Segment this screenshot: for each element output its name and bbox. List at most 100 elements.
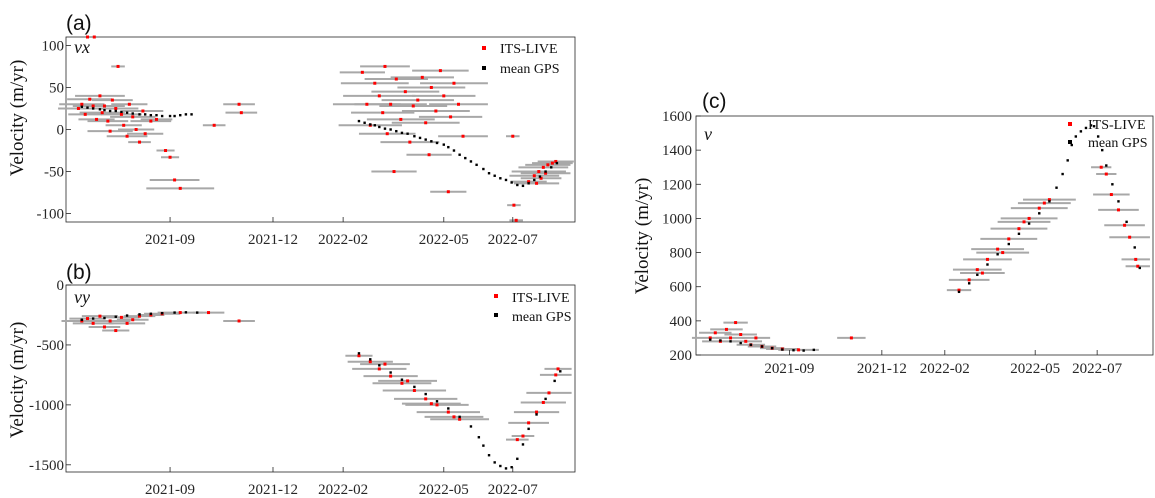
gps-point [516, 457, 519, 461]
gps-point [1017, 232, 1021, 235]
itslive-point [1134, 257, 1138, 261]
gps-point [138, 113, 141, 116]
gps-point [184, 113, 188, 116]
gps-point [1084, 126, 1088, 130]
gps-point [521, 184, 525, 188]
gps-point [986, 263, 989, 266]
x-tick-label: 2021-09 [764, 361, 814, 377]
gps-point [719, 339, 722, 342]
itslive-point [729, 336, 733, 340]
gps-point [196, 311, 199, 314]
gps-point [1133, 246, 1136, 249]
itslive-point [1027, 216, 1031, 220]
itslive-point [1047, 198, 1051, 202]
gps-point [143, 113, 147, 116]
gps-point [173, 114, 176, 118]
gps-point [383, 127, 387, 130]
itslive-point [438, 69, 442, 73]
y-tick-label: 0 [57, 123, 65, 139]
itslive-point [385, 132, 389, 136]
gps-point [435, 400, 439, 403]
panel-c-ylabel: Velocity (m/yr) [632, 178, 653, 295]
gps-point [533, 178, 536, 182]
y-tick-label: -1000 [29, 398, 64, 414]
panel-c-y-ticks: 1600 1400 1200 1000 800 600 400 200 [662, 109, 701, 364]
itslive-point [399, 117, 403, 121]
itslive-point [110, 98, 114, 102]
itslive-point [131, 318, 135, 322]
x-tick-label: 2022-07 [488, 482, 538, 498]
gps-point [487, 172, 491, 175]
itslive-point [373, 81, 377, 85]
gps-point [482, 167, 485, 171]
itslive-point [1128, 235, 1132, 239]
gps-point [369, 358, 372, 361]
itslive-point [239, 111, 243, 115]
itslive-point [131, 115, 135, 119]
panel-c-legend-itslive-marker [1068, 122, 1072, 126]
gps-point [544, 170, 547, 173]
itslive-point [108, 319, 112, 323]
itslive-point [996, 247, 1000, 251]
gps-point [378, 364, 381, 367]
x-tick-label: 2022-05 [1010, 361, 1060, 377]
itslive-point [207, 311, 211, 315]
itslive-point [539, 176, 543, 180]
gps-point [400, 131, 404, 135]
gps-point [378, 125, 381, 129]
gps-point [125, 314, 129, 317]
panel-a-legend-gps-marker [482, 66, 486, 70]
itslive-point [119, 112, 123, 116]
itslive-point [416, 98, 420, 102]
gps-point [120, 110, 123, 114]
itslive-point [527, 421, 531, 425]
itslive-point [754, 336, 758, 340]
itslive-point [138, 140, 142, 144]
itslive-point [403, 90, 407, 94]
gps-point [447, 145, 450, 149]
panel-c-legend: ITS-LIVE mean GPS [1068, 118, 1148, 151]
gps-point [781, 348, 784, 351]
panel-b-legend-itslive: ITS-LIVE [512, 291, 570, 306]
itslive-point [237, 102, 241, 106]
itslive-point [127, 102, 131, 106]
gps-point [363, 121, 366, 124]
gps-point [1066, 159, 1069, 162]
gps-point [967, 282, 971, 285]
gps-point [108, 109, 112, 113]
itslive-point [535, 410, 539, 414]
gps-point [477, 436, 481, 439]
panel-b-y-ticks: 0 -500 -1000 -1500 [29, 278, 71, 474]
gps-point [709, 338, 712, 341]
x-tick-label: 2022-02 [920, 361, 970, 377]
y-tick-label: 1600 [662, 109, 692, 125]
panel-b-x-ticks: 2021-09 2021-12 2022-02 2022-05 2022-07 [145, 467, 538, 498]
panel-a-x-ticks: 2021-09 2021-12 2022-02 2022-05 2022-07 [145, 217, 538, 248]
y-tick-label: 1200 [662, 177, 692, 193]
panel-b-legend-itslive-marker [494, 294, 498, 298]
gps-point [458, 153, 461, 156]
gps-point [544, 397, 547, 401]
gps-point [475, 163, 478, 167]
gps-point [357, 352, 361, 355]
itslive-point [1116, 208, 1120, 212]
gps-point [160, 311, 164, 315]
itslive-point [975, 268, 979, 272]
itslive-point [360, 70, 364, 74]
gps-point [458, 415, 461, 419]
gps-point [1074, 135, 1078, 138]
itslive-point [106, 119, 110, 123]
itslive-point [168, 155, 172, 159]
gps-point [469, 160, 473, 163]
gps-point [812, 348, 816, 352]
y-tick-label: 0 [57, 278, 65, 294]
itslive-point [957, 288, 961, 292]
itslive-point [535, 181, 539, 185]
itslive-point [424, 397, 428, 401]
gps-point [406, 132, 409, 135]
itslive-point [377, 94, 381, 98]
itslive-point [1022, 220, 1026, 224]
itslive-point [514, 218, 518, 222]
gps-point [559, 370, 562, 373]
itslive-point [541, 165, 545, 169]
